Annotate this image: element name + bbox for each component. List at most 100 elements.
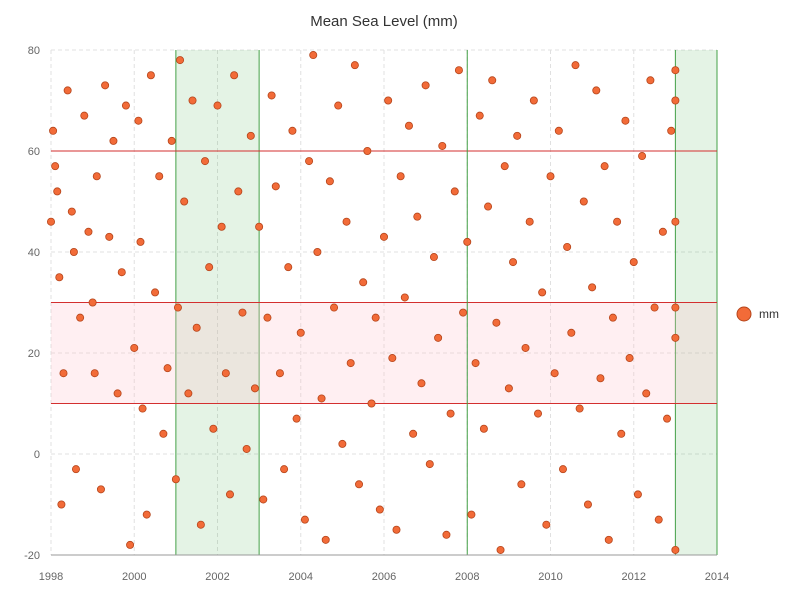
data-point [47, 217, 56, 226]
data-point [646, 76, 655, 85]
data-point [608, 313, 617, 322]
data-point [267, 91, 276, 100]
data-point [558, 465, 567, 474]
data-point [63, 86, 72, 95]
data-point [671, 333, 680, 342]
data-point [117, 268, 126, 277]
data-point [513, 131, 522, 140]
data-point [173, 303, 182, 312]
data-point [642, 389, 651, 398]
data-point [471, 359, 480, 368]
data-point [121, 101, 130, 110]
data-point [592, 86, 601, 95]
data-point [534, 409, 543, 418]
data-point [305, 157, 314, 166]
data-point [442, 530, 451, 539]
data-point [600, 162, 609, 171]
data-point [654, 515, 663, 524]
data-point [284, 263, 293, 272]
data-point [250, 384, 259, 393]
data-point [355, 480, 364, 489]
data-point [134, 116, 143, 125]
data-point [51, 162, 60, 171]
data-point [69, 247, 78, 256]
data-point [671, 545, 680, 554]
axis-layer: 1998 2000 2002 2004 2006 2008 2010 2012 2014 -20 0… [24, 45, 729, 583]
data-point [113, 389, 122, 398]
data-point [71, 465, 80, 474]
x-tick-label: 2008 [455, 571, 479, 583]
data-point [242, 444, 251, 453]
data-point [496, 545, 505, 554]
legend-marker [736, 306, 752, 322]
data-point [409, 429, 418, 438]
data-point [263, 313, 272, 322]
legend[interactable]: mm [736, 306, 779, 322]
data-point [388, 354, 397, 363]
data-point [446, 409, 455, 418]
data-point [650, 303, 659, 312]
data-point [225, 490, 234, 499]
data-point [151, 288, 160, 297]
y-tick-label: 20 [28, 348, 40, 360]
x-tick-label: 2012 [622, 571, 646, 583]
data-point [450, 187, 459, 196]
data-point [671, 217, 680, 226]
data-point [155, 172, 164, 181]
data-point [583, 500, 592, 509]
data-point [638, 152, 647, 161]
data-point [330, 303, 339, 312]
data-point [205, 263, 214, 272]
data-point [484, 202, 493, 211]
data-point [138, 404, 147, 413]
data-point [663, 414, 672, 423]
data-point [671, 66, 680, 75]
data-point [529, 96, 538, 105]
data-point [459, 308, 468, 317]
data-point [325, 177, 334, 186]
data-point [130, 343, 139, 352]
data-point [146, 71, 155, 80]
data-point [53, 187, 62, 196]
data-point [49, 126, 58, 135]
data-point [101, 81, 110, 90]
data-point [633, 490, 642, 499]
data-point [563, 242, 572, 251]
y-tick-label: 0 [34, 449, 40, 461]
data-point [625, 354, 634, 363]
data-point [588, 283, 597, 292]
data-point [434, 333, 443, 342]
data-point [467, 510, 476, 519]
points-layer [47, 51, 680, 554]
data-point [517, 480, 526, 489]
data-point [621, 116, 630, 125]
data-point [346, 359, 355, 368]
data-point [429, 253, 438, 262]
data-point [136, 237, 145, 246]
data-point [238, 308, 247, 317]
data-point [317, 394, 326, 403]
data-point [604, 535, 613, 544]
data-point [396, 172, 405, 181]
data-point [288, 126, 297, 135]
data-point [292, 414, 301, 423]
data-point [463, 237, 472, 246]
data-point [454, 66, 463, 75]
data-point [371, 313, 380, 322]
data-point [201, 157, 210, 166]
data-point [280, 465, 289, 474]
data-point [55, 273, 64, 282]
data-point [542, 520, 551, 529]
data-point [492, 318, 501, 327]
data-point [575, 404, 584, 413]
data-point [309, 51, 318, 60]
data-point [596, 374, 605, 383]
data-point [109, 136, 118, 145]
data-point [404, 121, 413, 130]
data-point [88, 298, 97, 307]
data-point [579, 197, 588, 206]
chart-title: Mean Sea Level (mm) [310, 13, 458, 30]
y-tick-label: 60 [28, 146, 40, 158]
data-point [67, 207, 76, 216]
y-tick-label: 80 [28, 45, 40, 57]
